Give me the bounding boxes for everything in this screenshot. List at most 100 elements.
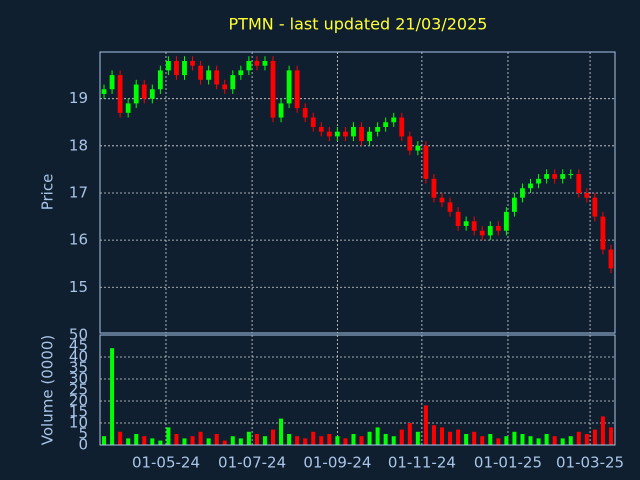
candle-body bbox=[439, 197, 445, 203]
volume-tick-label: 15 bbox=[69, 403, 88, 421]
candle-body bbox=[133, 84, 139, 104]
volume-bar bbox=[464, 434, 469, 445]
candle-body bbox=[536, 178, 541, 184]
volume-bar bbox=[375, 427, 380, 445]
candle-body bbox=[165, 60, 171, 71]
candle-body bbox=[109, 75, 115, 90]
volume-bar bbox=[327, 434, 332, 445]
volume-tick-label: 25 bbox=[69, 381, 88, 399]
candle-body bbox=[343, 131, 348, 137]
volume-bar bbox=[391, 436, 396, 445]
volume-bar bbox=[407, 423, 412, 445]
volume-bar bbox=[182, 438, 187, 445]
volume-bar bbox=[584, 434, 589, 445]
candle-body bbox=[302, 108, 308, 118]
candle-body bbox=[367, 131, 372, 142]
candle-body bbox=[230, 75, 236, 90]
candle-body bbox=[608, 249, 614, 269]
volume-bar bbox=[295, 436, 300, 445]
candle-body bbox=[101, 89, 107, 94]
candle-body bbox=[375, 126, 381, 132]
x-tick-label: 01-05-24 bbox=[132, 454, 200, 472]
candle-body bbox=[600, 216, 606, 250]
candle-body bbox=[576, 174, 582, 193]
candle-body bbox=[238, 70, 244, 76]
volume-bar bbox=[206, 438, 211, 445]
volume-bar bbox=[536, 438, 541, 445]
candle-body bbox=[117, 75, 123, 113]
volume-bar bbox=[351, 434, 356, 445]
y-tick-label: 17 bbox=[69, 183, 88, 201]
candle-body bbox=[318, 126, 324, 132]
volume-bar bbox=[254, 434, 259, 445]
candle-body bbox=[125, 103, 131, 113]
volume-bar bbox=[166, 427, 171, 445]
volume-bar bbox=[198, 431, 203, 445]
candle-body bbox=[592, 197, 598, 217]
candle-body bbox=[149, 89, 155, 99]
candle-body bbox=[286, 70, 292, 104]
volume-bar bbox=[303, 438, 308, 445]
candle-body bbox=[157, 70, 163, 90]
x-tick-label: 01-01-25 bbox=[474, 454, 542, 472]
y-tick-label: 16 bbox=[69, 231, 88, 249]
candle-body bbox=[407, 136, 413, 151]
volume-bar bbox=[528, 436, 533, 445]
volume-bar bbox=[568, 436, 573, 445]
volume-bar bbox=[448, 431, 453, 445]
candle-body bbox=[584, 192, 590, 198]
volume-bar bbox=[359, 436, 364, 445]
volume-bar bbox=[472, 431, 477, 445]
y-tick-label: 18 bbox=[69, 136, 88, 154]
volume-bar bbox=[488, 434, 493, 445]
volume-bar bbox=[415, 431, 420, 445]
candle-body bbox=[254, 60, 260, 66]
candle-body bbox=[182, 60, 187, 76]
volume-bar bbox=[222, 440, 227, 445]
volume-bar bbox=[496, 438, 501, 445]
volume-bar bbox=[142, 436, 147, 445]
volume-bar bbox=[439, 427, 445, 445]
volume-frame bbox=[99, 334, 616, 446]
volume-bar bbox=[287, 434, 292, 445]
candle-body bbox=[415, 145, 421, 151]
candle-body bbox=[334, 131, 340, 137]
candle-body bbox=[270, 60, 276, 118]
volume-bar bbox=[544, 434, 549, 445]
volume-tick-label: 10 bbox=[69, 414, 88, 432]
candle-body bbox=[326, 131, 332, 137]
volume-bar bbox=[520, 434, 525, 445]
volume-tick-label: 20 bbox=[69, 392, 88, 410]
x-tick-label: 01-07-24 bbox=[218, 454, 286, 472]
candle-body bbox=[503, 211, 509, 231]
candle-body bbox=[552, 174, 558, 179]
candle-body bbox=[455, 211, 461, 226]
x-tick-label: 01-11-24 bbox=[388, 454, 456, 472]
candle-body bbox=[174, 60, 179, 76]
volume-bar bbox=[560, 438, 565, 445]
volume-bar bbox=[383, 434, 388, 445]
volume-tick-label: 0 bbox=[78, 436, 88, 454]
volume-bar bbox=[335, 436, 340, 445]
y-tick-label: 19 bbox=[69, 89, 88, 107]
candle-body bbox=[431, 178, 437, 198]
volume-bar bbox=[110, 348, 115, 445]
volume-bar bbox=[102, 436, 107, 445]
volume-bar bbox=[399, 429, 404, 445]
candle-body bbox=[568, 174, 574, 176]
volume-bar bbox=[126, 438, 131, 445]
candle-body bbox=[463, 221, 469, 226]
volume-bar bbox=[592, 429, 597, 445]
volume-bar bbox=[150, 438, 155, 445]
volume-bar bbox=[504, 436, 509, 445]
volume-bar bbox=[270, 429, 276, 445]
candle-body bbox=[528, 183, 533, 189]
volume-tick-label: 35 bbox=[69, 359, 88, 377]
candle-body bbox=[495, 225, 501, 231]
chart-title: PTMN - last updated 21/03/2025 bbox=[229, 15, 488, 34]
volume-axis-label: Volume (0000) bbox=[39, 335, 57, 445]
price-frame bbox=[99, 51, 616, 334]
candle-body bbox=[520, 188, 525, 198]
candle-body bbox=[383, 122, 389, 127]
volume-bar bbox=[456, 429, 461, 445]
